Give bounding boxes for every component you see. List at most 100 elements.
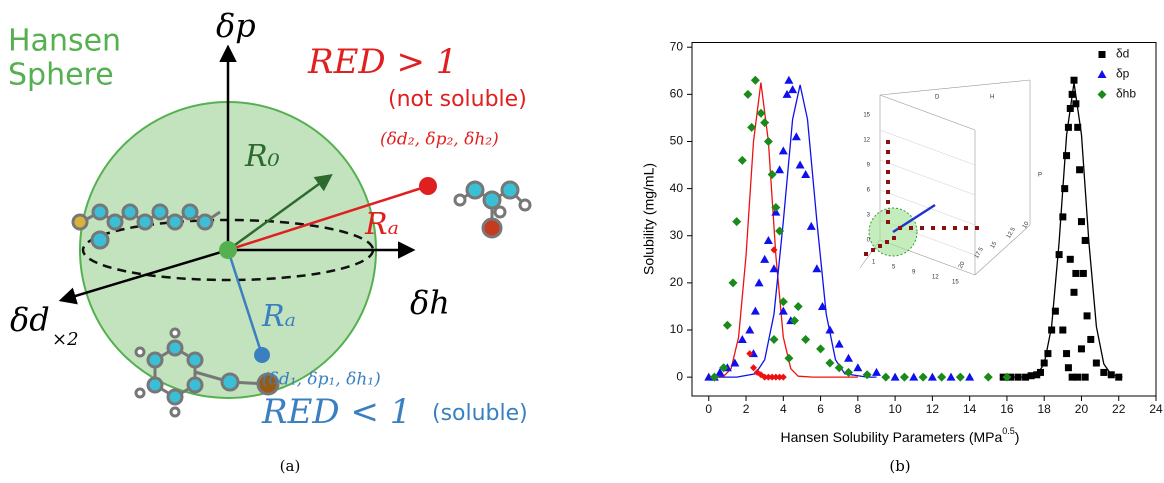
data-point: [1074, 373, 1082, 381]
data-point: [793, 301, 803, 311]
data-point: [834, 339, 844, 348]
data-point: [746, 350, 754, 358]
data-point: [1055, 251, 1063, 259]
data-point: [816, 344, 826, 354]
x-tick-label: 4: [780, 402, 787, 416]
inset-tick: 3: [867, 213, 871, 219]
data-point: [1092, 359, 1100, 367]
data-point: [779, 373, 787, 381]
x-tick-label: 22: [1112, 402, 1126, 416]
inset-tick: 9: [912, 270, 916, 276]
data-point: [881, 372, 891, 382]
data-point: [730, 358, 740, 367]
benzene-molecule: [134, 327, 280, 418]
caption: (a): [280, 457, 301, 475]
inset-point: [886, 170, 890, 174]
data-point: [1059, 213, 1067, 221]
data-point: [890, 372, 900, 381]
data-point: [749, 364, 757, 372]
data-point: [1063, 350, 1071, 358]
condition-note: (soluble): [432, 401, 528, 426]
sphere-title: Hansen: [8, 24, 121, 59]
inset-tick: 12: [932, 275, 939, 281]
data-point: [844, 353, 854, 362]
x-tick-label: 14: [963, 402, 977, 416]
data-point: [719, 363, 729, 373]
data-point: [782, 89, 792, 98]
data-point: [1061, 185, 1069, 193]
inset-point: [886, 180, 890, 184]
data-point: [1002, 372, 1012, 382]
x-axis-label-part: 0.5: [1002, 426, 1015, 436]
data-point: [825, 325, 835, 334]
inset-point: [898, 226, 902, 230]
data-point: [1077, 345, 1085, 353]
data-point: [750, 75, 760, 85]
x-tick-label: 16: [1000, 402, 1014, 416]
condition: RED < 1: [261, 392, 411, 432]
y-tick-label: 0: [676, 369, 683, 383]
x-tick-label: 20: [1075, 402, 1089, 416]
inset-grid: [879, 159, 976, 196]
radius-label: R₀: [244, 139, 280, 174]
inset-tick: 15: [990, 240, 999, 249]
data-point: [737, 334, 747, 343]
data-point: [1064, 123, 1072, 131]
data-point: [775, 165, 785, 174]
data-point: [937, 372, 947, 382]
x-tick-label: 6: [817, 402, 824, 416]
data-point: [871, 367, 881, 376]
axis-note: ×2: [52, 329, 79, 350]
data-point: [1068, 373, 1076, 381]
data-point: [767, 169, 777, 179]
data-point: [1066, 255, 1074, 263]
data-point: [791, 132, 801, 141]
axis-label: δd: [10, 301, 50, 339]
data-point: [756, 108, 766, 118]
data-point: [812, 264, 822, 273]
inset-tick: 17.5: [974, 246, 985, 260]
y-tick-label: 40: [670, 181, 684, 195]
data-point: [788, 85, 798, 94]
data-point: [899, 372, 909, 382]
inset-point: [931, 226, 935, 230]
x-tick-label: 10: [888, 402, 902, 416]
inset-point: [886, 160, 890, 164]
inset-axis-label: D: [935, 95, 940, 101]
data-point: [801, 334, 811, 344]
red-distance: [227, 184, 429, 252]
data-point: [784, 75, 794, 84]
data-point: [743, 89, 753, 99]
plot-frame: [691, 42, 1157, 397]
data-point: [946, 372, 956, 381]
inset-point: [886, 190, 890, 194]
data-point: [1033, 371, 1041, 379]
inset-point: [909, 226, 913, 230]
data-point: [1048, 326, 1056, 334]
data-point: [754, 278, 764, 287]
data-point: [1100, 368, 1108, 376]
data-point: [927, 372, 937, 381]
data-point: [709, 372, 719, 382]
caption: (b): [889, 457, 910, 475]
data-point: [1044, 350, 1052, 358]
x-axis-label: Hansen Solubility Parameters (MPa0.5): [781, 426, 1020, 444]
y-tick-label: 60: [670, 87, 684, 101]
inset-tick: 10: [1022, 220, 1031, 229]
inset-grid: [879, 189, 976, 226]
inset-tick: 15: [863, 113, 870, 119]
data-point: [771, 202, 781, 212]
y-tick-label: 30: [670, 228, 684, 242]
data-point: [778, 306, 788, 315]
condition-note: (not soluble): [388, 87, 527, 112]
legend-marker: [1097, 90, 1107, 99]
data-point: [1077, 218, 1085, 226]
data-point: [764, 373, 772, 381]
data-point: [853, 363, 863, 372]
legend-marker: [1097, 70, 1107, 78]
alkane-molecule: [71, 203, 221, 250]
inset-axis-label: H: [990, 95, 994, 101]
inset-point: [886, 210, 890, 214]
data-point: [1070, 76, 1078, 84]
y-tick-label: 10: [670, 322, 684, 336]
